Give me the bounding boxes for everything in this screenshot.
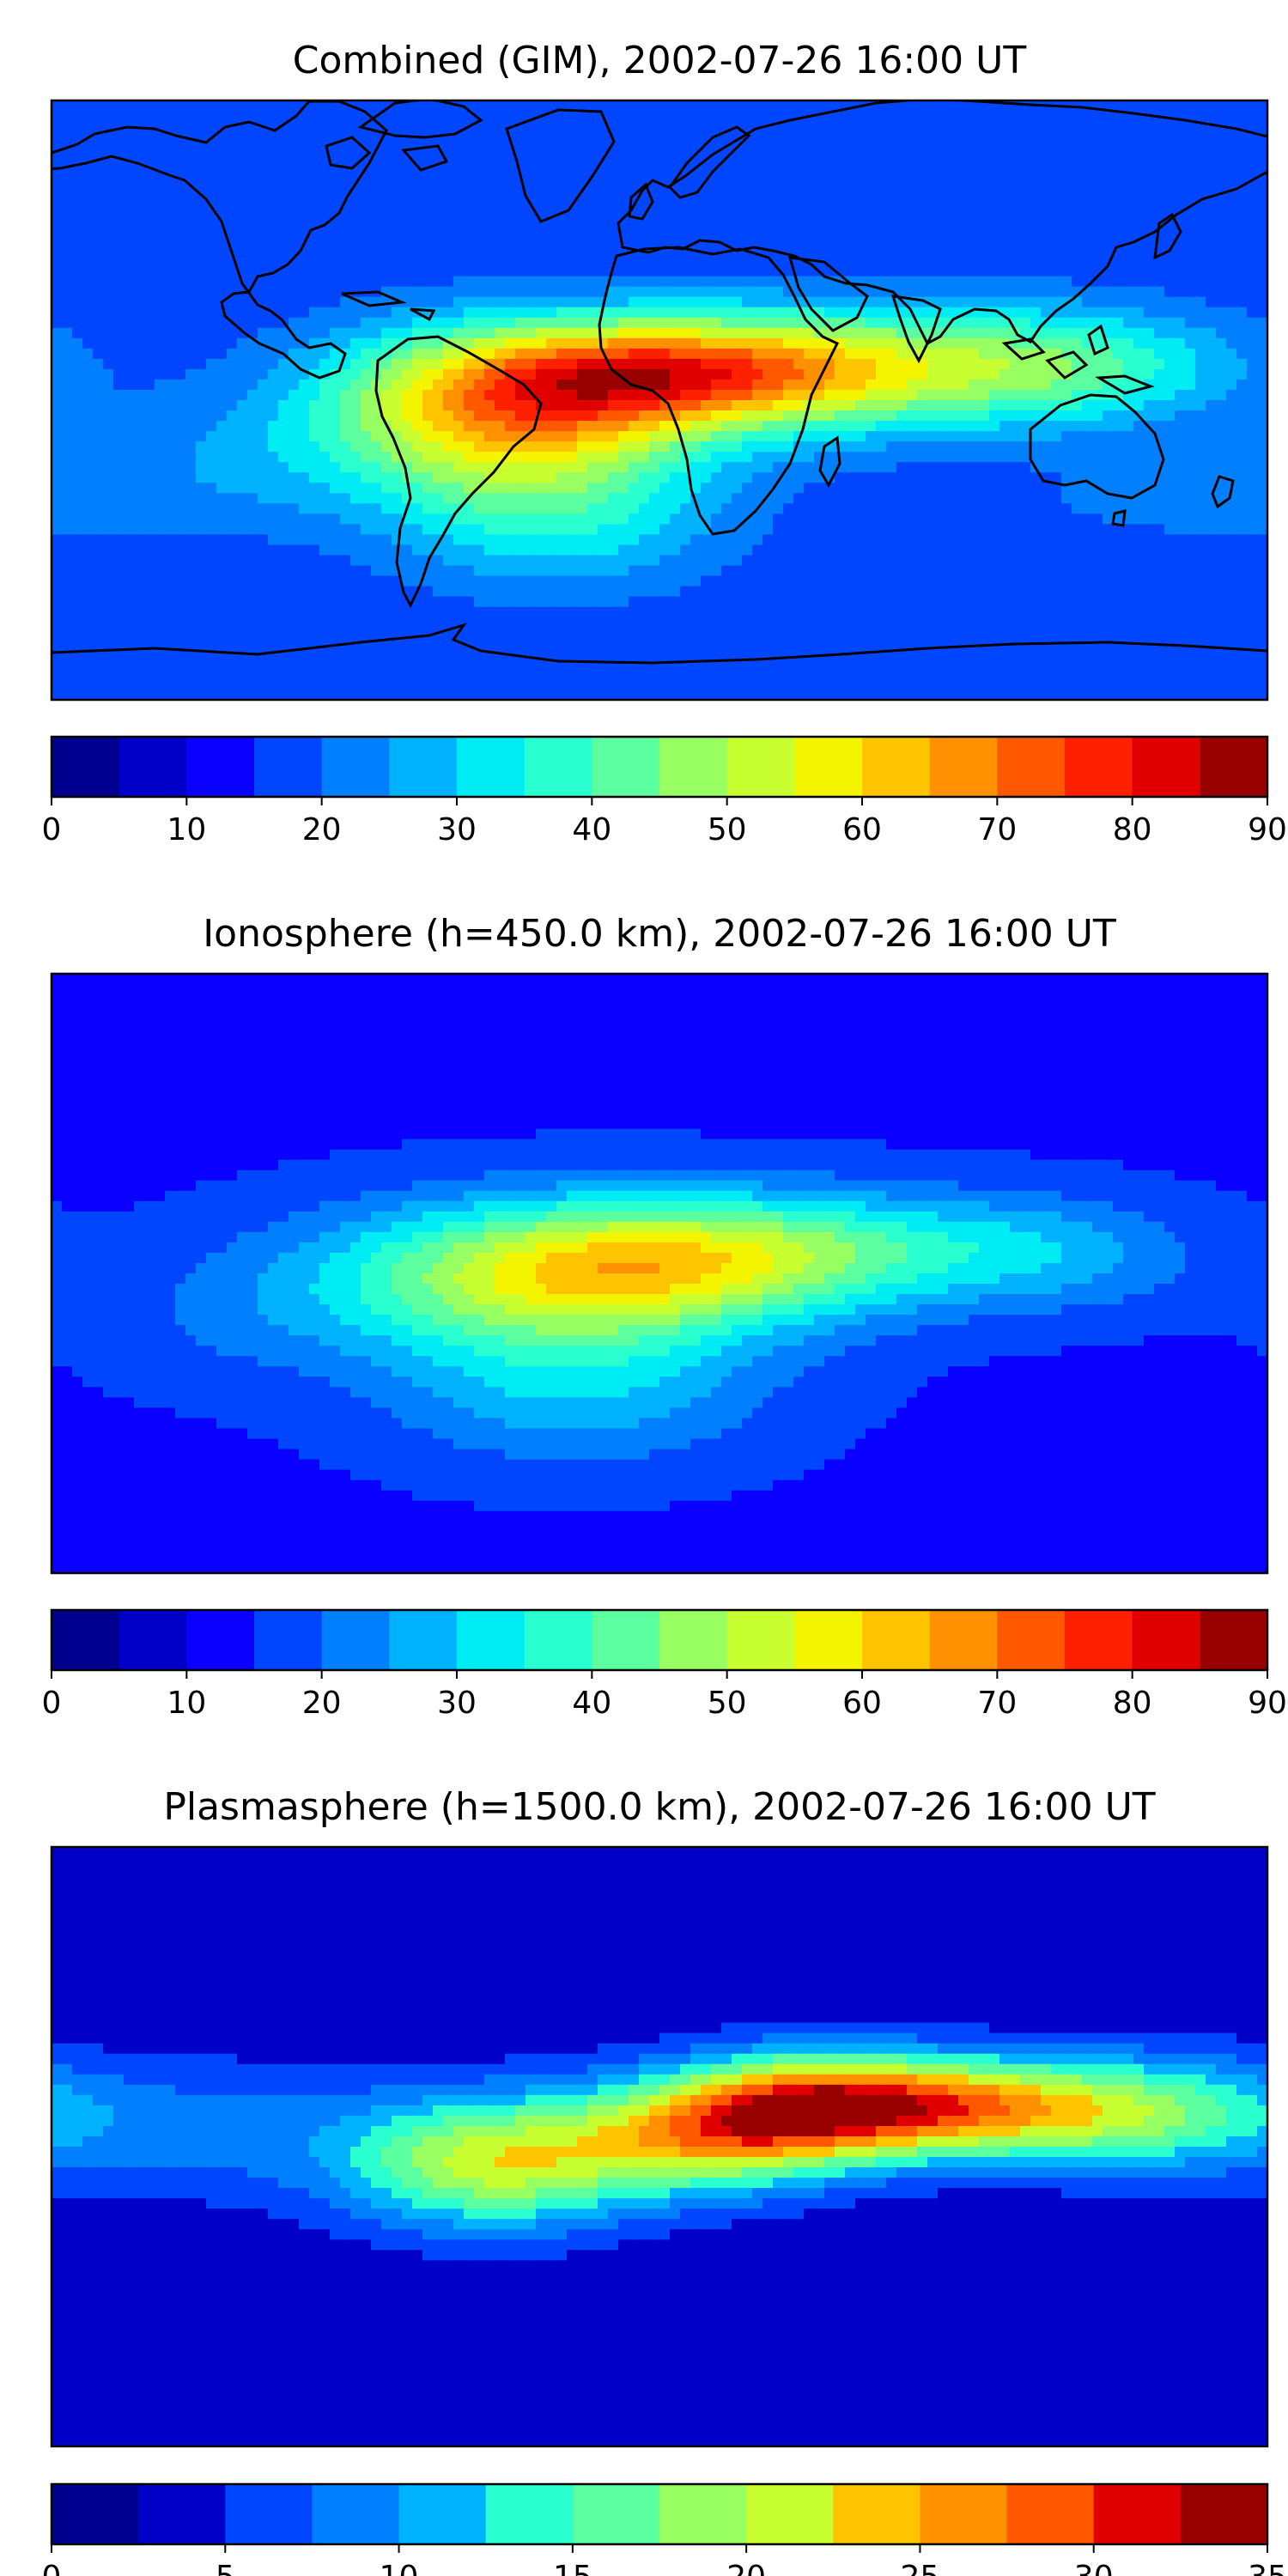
colorbar-segment bbox=[321, 737, 390, 797]
colorbar-tick-label: 90 bbox=[1248, 812, 1287, 848]
colorbar-segment bbox=[398, 2484, 487, 2544]
colorbar-segment bbox=[920, 2484, 1008, 2544]
colorbar-segment bbox=[659, 1610, 728, 1670]
colorbar-tick-label: 80 bbox=[1113, 812, 1152, 848]
colorbar-tick-label: 35 bbox=[1248, 2560, 1287, 2576]
map-panel-1: Combined (GIM), 2002-07-26 16:00 UT 0 10 20… bbox=[42, 39, 1287, 848]
map-frame bbox=[50, 1845, 1269, 2448]
map-panel-3: Plasmasphere (h=1500.0 km), 2002-07-26 1… bbox=[42, 1785, 1287, 2576]
colorbar-segment bbox=[389, 1610, 458, 1670]
map-panel-2: Ionosphere (h=450.0 km), 2002-07-26 16:0… bbox=[42, 912, 1287, 1721]
colorbar-tick-label: 30 bbox=[437, 1686, 477, 1721]
colorbar-segment bbox=[321, 1610, 390, 1670]
colorbar-segment bbox=[52, 2484, 139, 2544]
colorbar-tick-label: 20 bbox=[302, 1686, 342, 1721]
colorbar-tick-label: 90 bbox=[1248, 1686, 1287, 1721]
colorbar: 0 10 20 30 40 50 60 70 80 90 bbox=[42, 1608, 1287, 1721]
colorbar-segment bbox=[726, 1610, 795, 1670]
map-frame bbox=[50, 972, 1269, 1575]
panel-title: Plasmasphere (h=1500.0 km), 2002-07-26 1… bbox=[163, 1785, 1155, 1829]
colorbar-tick-label: 20 bbox=[302, 812, 342, 848]
colorbar-tick-label: 20 bbox=[726, 2560, 766, 2576]
colorbar-segment bbox=[524, 1610, 592, 1670]
colorbar-segment bbox=[1132, 737, 1200, 797]
colorbar-segment bbox=[1200, 1610, 1268, 1670]
colorbar-tick-label: 50 bbox=[708, 812, 747, 848]
colorbar-segment bbox=[52, 1610, 120, 1670]
colorbar-tick-label: 40 bbox=[572, 812, 611, 848]
colorbar-tick-label: 80 bbox=[1113, 1686, 1152, 1721]
colorbar-segment bbox=[726, 737, 795, 797]
colorbar-tick-label: 60 bbox=[842, 1686, 882, 1721]
colorbar-tick-label: 30 bbox=[1074, 2560, 1114, 2576]
colorbar-segment bbox=[794, 737, 863, 797]
colorbar-segment bbox=[592, 1610, 660, 1670]
colorbar-tick-label: 15 bbox=[553, 2560, 592, 2576]
colorbar-segment bbox=[659, 2484, 747, 2544]
colorbar-segment bbox=[1200, 737, 1268, 797]
colorbar-segment bbox=[659, 737, 728, 797]
colorbar-segment bbox=[118, 1610, 187, 1670]
colorbar-tick-label: 30 bbox=[437, 812, 477, 848]
colorbar-segment bbox=[457, 1610, 526, 1670]
colorbar-segment bbox=[833, 2484, 920, 2544]
colorbar-segment bbox=[1132, 1610, 1200, 1670]
colorbar-segment bbox=[254, 737, 323, 797]
colorbar-tick-label: 5 bbox=[216, 2560, 235, 2576]
contour-field bbox=[52, 1847, 1267, 2446]
colorbar-tick-label: 70 bbox=[977, 1686, 1017, 1721]
colorbar-frame bbox=[50, 1608, 1269, 1672]
panel-title: Combined (GIM), 2002-07-26 16:00 UT bbox=[293, 39, 1027, 82]
colorbar-segment bbox=[1093, 2484, 1182, 2544]
colorbar-tick-label: 60 bbox=[842, 812, 882, 848]
colorbar-segment bbox=[592, 737, 660, 797]
colorbar-segment bbox=[929, 737, 998, 797]
map-frame bbox=[50, 99, 1269, 702]
colorbar-tick-label: 50 bbox=[708, 1686, 747, 1721]
colorbar-frame bbox=[50, 2482, 1269, 2546]
colorbar-segment bbox=[186, 737, 255, 797]
colorbar-segment bbox=[524, 737, 592, 797]
colorbar-segment bbox=[138, 2484, 226, 2544]
colorbar-segment bbox=[929, 1610, 998, 1670]
colorbar-tick-label: 10 bbox=[167, 1686, 206, 1721]
colorbar-segment bbox=[1065, 1610, 1133, 1670]
colorbar-tick-label: 10 bbox=[380, 2560, 419, 2576]
colorbar-segment bbox=[1180, 2484, 1268, 2544]
colorbar-segment bbox=[997, 1610, 1066, 1670]
colorbar-segment bbox=[52, 737, 120, 797]
colorbar-segment bbox=[457, 737, 526, 797]
colorbar-segment bbox=[572, 2484, 660, 2544]
colorbar-tick-label: 70 bbox=[977, 812, 1017, 848]
colorbar-segment bbox=[1065, 737, 1133, 797]
colorbar-segment bbox=[794, 1610, 863, 1670]
colorbar-segment bbox=[746, 2484, 834, 2544]
colorbar-tick-label: 25 bbox=[901, 2560, 940, 2576]
colorbar-segment bbox=[862, 1610, 931, 1670]
colorbar-segment bbox=[186, 1610, 255, 1670]
colorbar-tick-label: 0 bbox=[42, 2560, 62, 2576]
colorbar-tick-label: 10 bbox=[167, 812, 206, 848]
colorbar: 0 5 10 15 20 25 30 35 bbox=[42, 2482, 1287, 2576]
colorbar-segment bbox=[997, 737, 1066, 797]
colorbar-tick-label: 40 bbox=[572, 1686, 611, 1721]
colorbar-segment bbox=[1006, 2484, 1095, 2544]
colorbar: 0 10 20 30 40 50 60 70 80 90 bbox=[42, 735, 1287, 848]
panel-title: Ionosphere (h=450.0 km), 2002-07-26 16:0… bbox=[203, 912, 1116, 956]
contour-field bbox=[52, 100, 1267, 700]
colorbar-segment bbox=[225, 2484, 313, 2544]
colorbar-segment bbox=[118, 737, 187, 797]
colorbar-segment bbox=[862, 737, 931, 797]
colorbar-segment bbox=[254, 1610, 323, 1670]
contour-field bbox=[52, 974, 1267, 1573]
colorbar-frame bbox=[50, 735, 1269, 799]
colorbar-tick-label: 0 bbox=[42, 812, 62, 848]
colorbar-segment bbox=[389, 737, 458, 797]
colorbar-tick-label: 0 bbox=[42, 1686, 62, 1721]
colorbar-segment bbox=[312, 2484, 400, 2544]
colorbar-segment bbox=[485, 2484, 574, 2544]
